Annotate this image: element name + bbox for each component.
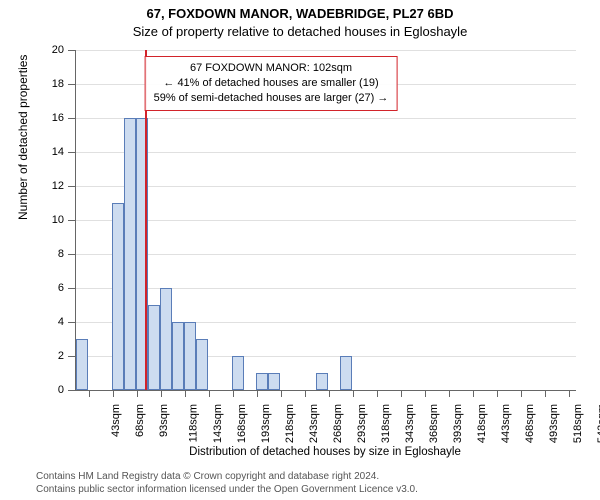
x-tick — [521, 390, 522, 397]
x-tick — [113, 390, 114, 397]
y-tick — [68, 186, 75, 187]
x-tick — [281, 390, 282, 397]
annotation-line: 67 FOXDOWN MANOR: 102sqm — [154, 61, 389, 76]
histogram-bar — [232, 356, 244, 390]
x-tick-label: 368sqm — [428, 404, 440, 443]
x-tick — [209, 390, 210, 397]
y-tick — [68, 390, 75, 391]
x-tick — [329, 390, 330, 397]
x-tick-label: 318sqm — [380, 404, 392, 443]
x-tick — [257, 390, 258, 397]
x-tick-label: 93sqm — [158, 404, 170, 437]
footer-line-2: Contains public sector information licen… — [36, 483, 590, 496]
x-tick — [161, 390, 162, 397]
histogram-bar — [256, 373, 268, 390]
x-tick-label: 543sqm — [596, 404, 600, 443]
x-tick — [377, 390, 378, 397]
histogram-bar — [340, 356, 352, 390]
gridline — [76, 152, 576, 153]
gridline — [76, 254, 576, 255]
histogram-bar — [316, 373, 328, 390]
title-sub: Size of property relative to detached ho… — [0, 24, 600, 39]
y-tick-label: 14 — [52, 146, 64, 158]
x-tick — [185, 390, 186, 397]
y-tick — [68, 356, 75, 357]
x-tick-label: 118sqm — [187, 404, 199, 442]
histogram-bar — [268, 373, 280, 390]
gridline — [76, 186, 576, 187]
x-tick — [89, 390, 90, 397]
y-tick — [68, 50, 75, 51]
y-tick — [68, 152, 75, 153]
x-tick — [569, 390, 570, 397]
x-tick — [137, 390, 138, 397]
plot-area: 0246810121416182067 FOXDOWN MANOR: 102sq… — [75, 50, 576, 391]
x-tick — [233, 390, 234, 397]
y-tick-label: 20 — [52, 44, 64, 56]
annotation-line: ← 41% of detached houses are smaller (19… — [154, 76, 389, 91]
histogram-bar — [148, 305, 160, 390]
histogram-bar — [76, 339, 88, 390]
y-tick-label: 0 — [58, 384, 64, 396]
annotation-box: 67 FOXDOWN MANOR: 102sqm← 41% of detache… — [145, 56, 398, 111]
x-tick — [449, 390, 450, 397]
histogram-bar — [172, 322, 184, 390]
y-tick — [68, 254, 75, 255]
y-tick-label: 18 — [52, 78, 64, 90]
x-tick-label: 443sqm — [500, 404, 512, 443]
x-tick-label: 168sqm — [236, 404, 248, 443]
x-tick-label: 343sqm — [404, 404, 416, 443]
y-tick-label: 10 — [52, 214, 64, 226]
x-tick — [473, 390, 474, 397]
footer: Contains HM Land Registry data © Crown c… — [36, 470, 590, 496]
x-tick-label: 193sqm — [260, 404, 272, 443]
y-tick — [68, 322, 75, 323]
x-tick-label: 218sqm — [284, 404, 296, 443]
histogram-bar — [184, 322, 196, 390]
x-tick-label: 418sqm — [476, 404, 488, 443]
histogram-bar — [124, 118, 136, 390]
chart-container: 67, FOXDOWN MANOR, WADEBRIDGE, PL27 6BD … — [0, 0, 600, 500]
x-tick-label: 393sqm — [452, 404, 464, 443]
x-tick-label: 243sqm — [308, 404, 320, 443]
y-tick — [68, 118, 75, 119]
x-axis-label: Distribution of detached houses by size … — [75, 446, 575, 458]
y-tick — [68, 220, 75, 221]
gridline — [76, 50, 576, 51]
y-tick-label: 12 — [52, 180, 64, 192]
x-tick-label: 293sqm — [356, 404, 368, 443]
x-tick-label: 143sqm — [212, 404, 224, 443]
x-tick-label: 268sqm — [332, 404, 344, 443]
gridline — [76, 288, 576, 289]
y-tick-label: 2 — [58, 350, 64, 362]
x-tick-label: 43sqm — [110, 404, 122, 437]
histogram-bar — [196, 339, 208, 390]
x-tick-label: 68sqm — [134, 404, 146, 437]
gridline — [76, 118, 576, 119]
y-tick-label: 8 — [58, 248, 64, 260]
histogram-bar — [160, 288, 172, 390]
footer-line-1: Contains HM Land Registry data © Crown c… — [36, 470, 590, 483]
histogram-bar — [112, 203, 124, 390]
y-tick-label: 6 — [58, 282, 64, 294]
y-axis-label: Number of detached properties — [16, 55, 30, 220]
x-tick — [497, 390, 498, 397]
y-tick-label: 16 — [52, 112, 64, 124]
y-tick — [68, 288, 75, 289]
annotation-line: 59% of semi-detached houses are larger (… — [154, 91, 389, 106]
x-tick-label: 518sqm — [572, 404, 584, 443]
x-tick-label: 493sqm — [548, 404, 560, 443]
title-main: 67, FOXDOWN MANOR, WADEBRIDGE, PL27 6BD — [0, 6, 600, 21]
x-tick — [425, 390, 426, 397]
x-tick — [305, 390, 306, 397]
y-tick-label: 4 — [58, 316, 64, 328]
x-tick-label: 468sqm — [524, 404, 536, 443]
x-tick — [353, 390, 354, 397]
x-tick — [401, 390, 402, 397]
gridline — [76, 220, 576, 221]
y-tick — [68, 84, 75, 85]
x-tick — [545, 390, 546, 397]
